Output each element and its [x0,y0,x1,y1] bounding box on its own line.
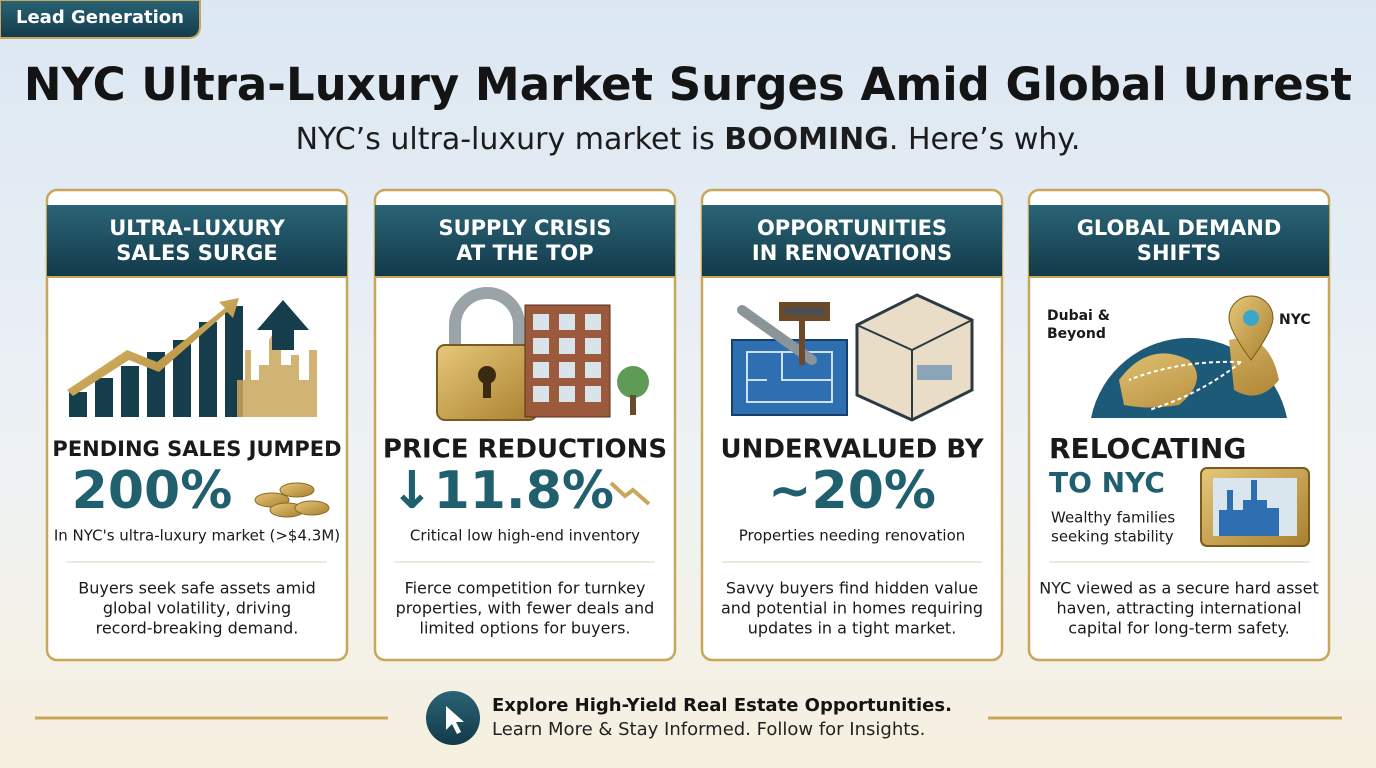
card-body: record-breaking demand. [96,619,299,638]
map-label: NYC [1279,312,1311,328]
coin-icon [294,500,330,516]
stat-note: Critical low high-end inventory [410,527,640,545]
card-body: global volatility, driving [103,599,291,618]
skyline-icon [237,330,317,417]
headline: TO NYC [1049,466,1165,499]
window-icon [533,314,549,330]
subtitle-text: . Here’s why. [889,122,1080,157]
card-body: Fierce competition for turnkey [405,579,646,598]
footer-line: Learn More & Stay Informed. Follow for I… [492,719,925,740]
card-frame [45,188,349,662]
badge-text: Lead Generation [16,7,184,28]
room-wall-icon [856,319,973,420]
window-icon [559,338,575,354]
card-body: haven, attracting international [1056,599,1301,618]
window-icon [585,362,601,378]
card-body: updates in a tight market. [748,619,957,638]
stat-note: In NYC's ultra-luxury market (>$4.3M) [54,527,340,545]
card-header [702,205,1002,277]
card-title: IN RENOVATIONS [752,241,952,265]
window-icon [533,362,549,378]
stat-note: seeking stability [1051,528,1174,546]
card-header [1029,205,1329,277]
badge [0,0,201,39]
tree-icon [617,366,649,398]
card-title: SHIFTS [1137,241,1221,265]
card-title: AT THE TOP [456,241,593,265]
coin-icon [279,482,315,498]
card-title: ULTRA-LUXURY [109,216,285,240]
window-icon [559,386,575,402]
card-header [375,205,675,277]
window-icon [533,338,549,354]
trunk-icon [630,395,636,415]
map-label: Beyond [1047,326,1106,342]
land-icon [1119,338,1279,408]
room-icon [855,293,974,422]
card-title: SUPPLY CRISIS [438,216,611,240]
headline: RELOCATING [1049,432,1246,465]
card-body: Buyers seek safe assets amid [78,579,316,598]
bar-icon [121,366,139,417]
stat: ↓11.8% [390,461,614,521]
pin-dot-icon [1243,310,1259,326]
bar-icon [69,392,87,417]
headline: PENDING SALES JUMPED [52,437,341,461]
stat-note: Properties needing renovation [739,527,966,545]
footer-line[interactable]: Explore High-Yield Real Estate Opportuni… [492,695,952,716]
pin-icon [1228,295,1274,361]
headline: PRICE REDUCTIONS [383,435,667,465]
bar-icon [173,340,191,417]
map-label: Dubai & [1047,308,1110,324]
up-arrow-icon [257,300,309,350]
card-title: OPPORTUNITIES [757,216,947,240]
subtitle: NYC’s ultra-luxury market is BOOMING. He… [296,122,1081,157]
title: NYC Ultra-Luxury Market Surges Amid Glob… [24,58,1352,111]
card-body: NYC viewed as a secure hard asset [1039,579,1319,598]
keyhole-icon [483,378,491,398]
window-icon [585,314,601,330]
bar-icon [95,378,113,417]
subtitle-bold: BOOMING [724,122,889,157]
hammer-icon [779,302,830,365]
card-title: SALES SURGE [116,241,277,265]
route-icon [1128,360,1242,411]
card-body: capital for long-term safety. [1068,619,1289,638]
headline: UNDERVALUED BY [720,435,984,465]
bed-icon [917,365,952,380]
stat-note: Wealthy families [1051,509,1175,527]
stat: ~20% [768,461,936,521]
window-icon [533,386,549,402]
stat: 200% [72,461,233,521]
bar-icon [199,322,217,417]
cursor-icon [446,706,464,734]
card-title: GLOBAL DEMAND [1077,216,1282,240]
card-body: and potential in homes requiring [721,599,983,618]
subtitle-text: NYC’s ultra-luxury market is [296,122,725,157]
keyhole-icon [478,366,496,384]
window-icon [585,338,601,354]
window-icon [559,362,575,378]
safe-skyline-icon [1219,480,1279,536]
arrow-icon [67,298,239,396]
card-body: limited options for buyers. [420,619,631,638]
card-body: Savvy buyers find hidden value [726,579,978,598]
card-body: properties, with fewer deals and [396,599,655,618]
window-icon [559,314,575,330]
window-icon [585,386,601,402]
down-chart-icon [609,481,651,506]
shackle-icon [449,287,525,350]
card-header [47,205,347,277]
